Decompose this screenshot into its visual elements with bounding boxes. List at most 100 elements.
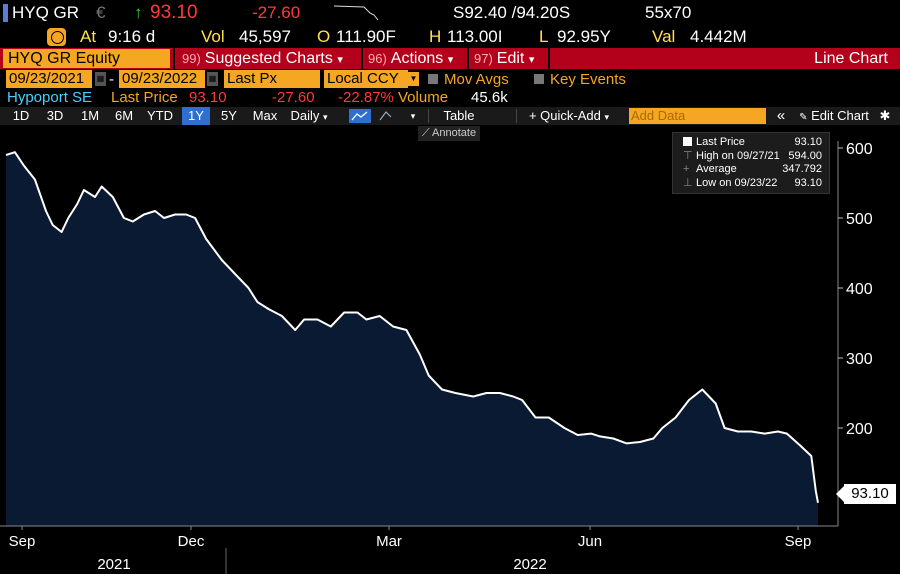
- chevron-down-icon[interactable]: ▾: [410, 111, 416, 121]
- period-ytd[interactable]: YTD: [147, 108, 173, 123]
- quote-header: HYQ GR € ↑ 93.10 -27.60 S92.40 /94.20S 5…: [0, 0, 900, 26]
- key-events-label: Key Events: [550, 71, 626, 88]
- clock-icon: [47, 28, 66, 46]
- chevron-down-icon: ▾: [337, 54, 343, 66]
- legend-avg-value: 347.792: [782, 163, 822, 175]
- last-price: 93.10: [150, 2, 198, 23]
- annotate-button[interactable]: ⟋ Annotate: [418, 126, 480, 141]
- start-date-field[interactable]: 09/23/2021: [6, 70, 92, 88]
- function-bar: HYQ GR Equity 99) Suggested Charts ▾ 96) A…: [0, 48, 900, 69]
- frequency-label: Daily: [290, 108, 320, 123]
- period-1d[interactable]: 1D: [12, 108, 30, 123]
- end-date-field[interactable]: 09/23/2022: [119, 70, 205, 88]
- table-button[interactable]: Table: [443, 108, 475, 123]
- period-6m[interactable]: 6M: [114, 108, 134, 123]
- legend-avg-label: Average: [696, 163, 737, 175]
- tick-icon: ⊥: [683, 176, 693, 189]
- ticker[interactable]: HYQ GR: [12, 3, 80, 22]
- gear-icon[interactable]: ✱: [879, 108, 891, 123]
- quote-time: 9:16 d: [108, 27, 156, 46]
- chevron-down-icon[interactable]: ▼: [408, 72, 419, 86]
- volume: 45,597: [239, 27, 291, 46]
- quick-add-button[interactable]: + Quick-Add ▾: [522, 107, 616, 125]
- plus-icon: +: [683, 163, 690, 175]
- period-max[interactable]: Max: [252, 108, 278, 123]
- year-label: 2022: [513, 556, 546, 573]
- legend-average: + Average 347.792: [683, 163, 825, 177]
- wrench-icon: ✎: [799, 112, 808, 123]
- value-traded: 4.442M: [690, 27, 747, 46]
- frequency-select[interactable]: Daily ▾: [286, 107, 332, 125]
- security-field[interactable]: HYQ GR Equity: [3, 49, 170, 68]
- menu-number: 96): [368, 51, 387, 66]
- security-line: Hypoport SE Last Price 93.10 -27.60 -22.…: [0, 89, 900, 107]
- calendar-icon[interactable]: ▦: [95, 72, 106, 86]
- separator: [516, 109, 517, 123]
- chevron-down-icon: ▾: [323, 112, 328, 122]
- val-label: Val: [652, 27, 676, 46]
- separator: [428, 109, 429, 123]
- chart-controls: 09/23/2021 ▦ - 09/23/2022 ▦ Last Px Loca…: [0, 70, 900, 89]
- bid-ask-size: 55x70: [645, 3, 692, 22]
- period-1m[interactable]: 1M: [80, 108, 100, 123]
- calendar-icon[interactable]: ▦: [207, 72, 218, 86]
- field-select[interactable]: Last Px: [224, 70, 320, 88]
- change-value: -27.60: [272, 89, 315, 106]
- high-label: H: [429, 27, 442, 46]
- net-change: -27.60: [252, 3, 301, 22]
- edit-chart-button[interactable]: ✎ Edit Chart: [794, 107, 874, 125]
- pencil-icon: ⟋: [421, 127, 430, 139]
- x-tick-label: Mar: [376, 533, 402, 550]
- y-tick-label: 200: [846, 421, 873, 438]
- quick-add-label: + Quick-Add: [528, 108, 601, 123]
- menu-label: Edit: [496, 50, 525, 67]
- actions-menu[interactable]: 96) Actions ▾: [368, 48, 453, 69]
- menu-number: 99): [182, 51, 201, 66]
- legend-high-value: 594.00: [788, 149, 822, 162]
- price-chart-svg: 200 300 400 500 600 Sep Dec Mar Jun Sep 2021 2022: [0, 141, 873, 574]
- legend-last-value: 93.10: [794, 136, 822, 148]
- open-label: O: [317, 27, 331, 46]
- year-label: 2021: [97, 556, 130, 573]
- high-price: 113.00I: [447, 27, 503, 46]
- separator: [173, 48, 175, 69]
- mov-avgs-checkbox[interactable]: [428, 74, 438, 84]
- quote-stats: At 9:16 d Vol 45,597 O 111.90F H 113.00I…: [0, 26, 900, 48]
- add-data-input[interactable]: Add Data: [629, 108, 766, 124]
- key-events-checkbox[interactable]: [534, 74, 544, 84]
- security-name: Hypoport SE: [7, 89, 93, 106]
- x-tick-label: Sep: [785, 533, 812, 550]
- draw-tool-icon[interactable]: [374, 107, 398, 125]
- period-1y[interactable]: 1Y: [182, 107, 210, 125]
- currency-select[interactable]: Local CCY: [324, 70, 408, 88]
- separator: [361, 48, 363, 69]
- last-price-value: 93.10: [189, 89, 227, 106]
- chevron-down-icon: ▾: [604, 112, 610, 122]
- price-line: [5, 151, 819, 503]
- menu-label: Suggested Charts: [204, 50, 333, 67]
- legend-high-label: High on 09/27/21: [696, 149, 780, 162]
- annotate-row: ⟋ Annotate: [0, 126, 900, 141]
- low-price: 92.95Y: [557, 27, 611, 46]
- vol-label: Vol: [201, 27, 225, 46]
- edit-menu[interactable]: 97) Edit ▾: [474, 48, 534, 69]
- chevron-down-icon: ▾: [528, 54, 535, 66]
- legend-high: ⊤ High on 09/27/21 594.00: [683, 150, 825, 164]
- mov-avgs-label: Mov Avgs: [444, 71, 509, 88]
- line-chart-icon[interactable]: [349, 109, 371, 123]
- separator: [548, 48, 550, 69]
- legend-last: Last Price 93.10: [683, 136, 825, 150]
- up-arrow-icon: ↑: [134, 3, 143, 22]
- sparkline-icon: [334, 5, 379, 21]
- volume-label: Volume: [398, 89, 449, 106]
- legend-swatch: [683, 137, 692, 146]
- suggested-charts-menu[interactable]: 99) Suggested Charts ▾: [182, 48, 343, 69]
- collapse-icon[interactable]: «: [776, 107, 786, 124]
- chart-type-label: Line Chart: [814, 50, 888, 67]
- period-3d[interactable]: 3D: [46, 108, 64, 123]
- price-area: [6, 152, 818, 526]
- period-5y[interactable]: 5Y: [221, 108, 237, 123]
- at-label: At: [80, 27, 97, 46]
- price-chart[interactable]: 200 300 400 500 600 Sep Dec Mar Jun Sep 2021 2022: [0, 141, 900, 574]
- y-tick-label: 300: [846, 351, 873, 368]
